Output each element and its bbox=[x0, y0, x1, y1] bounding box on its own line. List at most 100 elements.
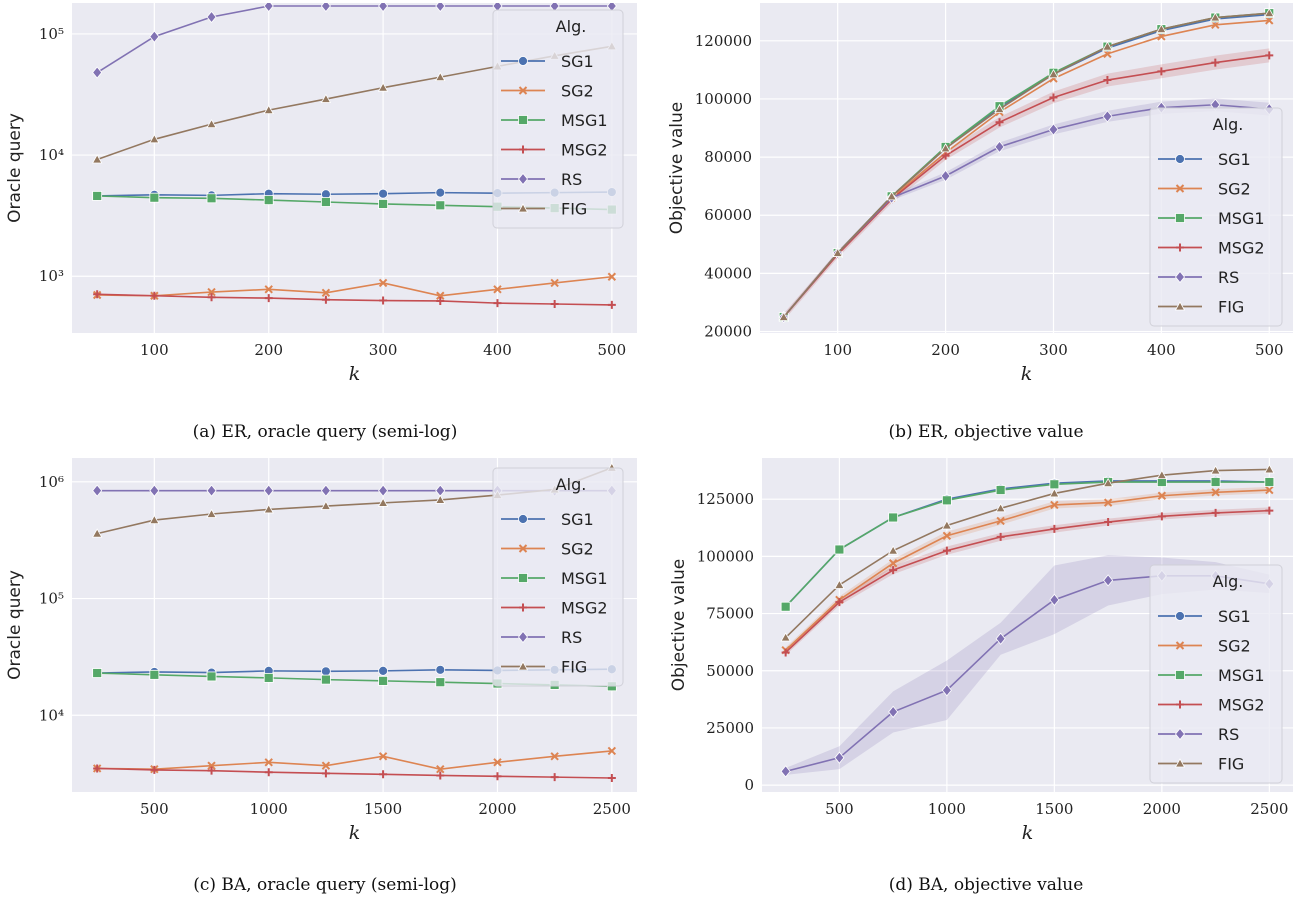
series-group bbox=[778, 7, 1275, 324]
data-point-fig bbox=[780, 632, 791, 642]
data-point-rs bbox=[378, 484, 389, 497]
data-point-msg1 bbox=[995, 485, 1006, 495]
data-point-fig bbox=[1210, 12, 1221, 22]
data-point-sg1 bbox=[435, 664, 446, 675]
data-point-msg2 bbox=[1049, 93, 1058, 102]
data-point-fig bbox=[886, 191, 897, 201]
plot-area-d: 500 1000 1500 2000 2500025000500007500010000… bbox=[669, 458, 1293, 844]
x-tick-label: 100 bbox=[823, 341, 852, 359]
legend: Alg. SG1 SG2 MSG1 MSG2 RS FIG bbox=[492, 9, 624, 229]
legend-marker-fig bbox=[517, 661, 529, 671]
legend-label: SG2 bbox=[1218, 180, 1251, 199]
x-tick-label: 1000 bbox=[250, 800, 288, 818]
data-point-fig bbox=[1048, 68, 1059, 79]
plot-area-c: 500 1000 1500 2000 2500 10⁴ 10⁵ 10⁶ k Oracle quer… bbox=[5, 458, 637, 844]
legend-marker-fig bbox=[1174, 301, 1186, 311]
data-point-msg2 bbox=[379, 296, 388, 305]
y-tick-label: 10⁶ bbox=[39, 473, 64, 491]
data-point-rs bbox=[206, 484, 217, 497]
legend-item-fig: FIG bbox=[1158, 298, 1244, 317]
plot-area-a: 100 200 300 400 500 10³ 10⁴ 10⁵ k Oracle query Alg… bbox=[5, 3, 637, 385]
legend-marker-msg1 bbox=[518, 115, 528, 125]
data-point-msg1 bbox=[92, 191, 103, 201]
data-point-msg2 bbox=[607, 300, 616, 309]
x-tick-label: 500 bbox=[825, 800, 854, 818]
data-point-sg2 bbox=[321, 761, 331, 770]
data-point-rs bbox=[995, 632, 1006, 645]
y-tick-label: 0 bbox=[744, 776, 754, 794]
data-point-msg1 bbox=[834, 544, 845, 555]
legend-marker-rs bbox=[1174, 727, 1186, 741]
data-point-sg2 bbox=[1157, 491, 1167, 500]
data-point-msg2 bbox=[150, 291, 159, 300]
data-point-msg2 bbox=[1265, 506, 1274, 515]
y-axis-title: Oracle query bbox=[5, 570, 25, 680]
x-tick-label: 400 bbox=[1147, 341, 1176, 359]
data-point-msg2 bbox=[93, 290, 102, 299]
panel-d-ba-objective-value: 500 1000 1500 2000 2500025000500007500010000… bbox=[669, 458, 1293, 895]
y-axis-title: Objective value bbox=[669, 559, 689, 691]
caption-a: (a) ER, oracle query (semi-log) bbox=[193, 422, 458, 442]
legend-item-fig: FIG bbox=[1158, 755, 1244, 774]
x-tick-label: 2500 bbox=[1250, 800, 1288, 818]
data-point-sg2 bbox=[1050, 500, 1059, 510]
y-axis-title: Oracle query bbox=[5, 113, 25, 223]
data-point-rs bbox=[1102, 110, 1113, 123]
legend-label: MSG2 bbox=[1218, 239, 1265, 258]
legend-label: FIG bbox=[1218, 298, 1244, 317]
data-point-msg2 bbox=[264, 294, 273, 303]
data-point-sg2 bbox=[1265, 16, 1274, 25]
data-point-fig bbox=[887, 545, 899, 555]
legend-label: RS bbox=[1218, 725, 1239, 744]
legend-item-sg1: SG1 bbox=[1158, 150, 1251, 169]
data-point-sg2 bbox=[550, 752, 559, 761]
legend-item-msg1: MSG1 bbox=[1158, 666, 1265, 685]
legend-marker-sg1 bbox=[1175, 611, 1185, 621]
data-point-msg1 bbox=[321, 674, 331, 685]
data-point-msg2 bbox=[264, 768, 273, 777]
data-point-rs bbox=[940, 169, 951, 183]
legend-item-sg1: SG1 bbox=[1158, 607, 1251, 626]
legend-marker-msg1 bbox=[518, 573, 528, 583]
data-point-sg2 bbox=[942, 531, 952, 540]
caption-d: (d) BA, objective value bbox=[889, 875, 1084, 895]
x-tick-label: 500 bbox=[598, 341, 627, 359]
x-tick-label: 500 bbox=[140, 800, 169, 818]
x-tick-label: 2000 bbox=[478, 800, 516, 818]
y-tick-label: 10⁵ bbox=[39, 590, 64, 608]
data-point-rs bbox=[263, 484, 274, 497]
data-point-msg1 bbox=[1264, 477, 1275, 487]
data-point-sg2 bbox=[607, 272, 617, 281]
panel-c-ba-oracle-query: 500 1000 1500 2000 2500 10⁴ 10⁵ 10⁶ k Oracle quer… bbox=[5, 458, 637, 895]
legend-marker-fig bbox=[517, 203, 529, 213]
data-point-fig bbox=[778, 311, 789, 321]
data-point-fig bbox=[1156, 469, 1168, 480]
data-point-rs bbox=[149, 484, 160, 497]
data-point-msg2 bbox=[550, 773, 559, 782]
legend-label: MSG1 bbox=[1218, 209, 1265, 228]
data-point-msg2 bbox=[321, 769, 330, 778]
data-point-fig bbox=[1264, 464, 1275, 474]
data-point-sg2 bbox=[607, 746, 617, 756]
legend-label: SG2 bbox=[561, 540, 594, 559]
confidence-band-rs bbox=[785, 555, 1270, 775]
data-point-msg1 bbox=[435, 677, 446, 688]
data-point-msg2 bbox=[889, 566, 898, 575]
data-point-msg1 bbox=[263, 672, 274, 683]
data-point-sg2 bbox=[436, 764, 445, 774]
data-point-fig bbox=[1156, 23, 1167, 34]
data-point-sg2 bbox=[493, 758, 502, 767]
legend-marker-msg1 bbox=[1175, 213, 1185, 223]
legend-label: MSG1 bbox=[1218, 666, 1265, 685]
y-tick-label: 100000 bbox=[697, 547, 754, 565]
data-point-fig bbox=[206, 508, 217, 518]
data-point-sg2 bbox=[264, 285, 273, 294]
series-line-msg2 bbox=[785, 509, 1270, 654]
data-point-msg1 bbox=[206, 671, 217, 682]
panel-a-er-oracle-query: 100 200 300 400 500 10³ 10⁴ 10⁵ k Oracle query Alg… bbox=[5, 3, 637, 442]
legend-item-rs: RS bbox=[1158, 725, 1239, 744]
legend-label: SG2 bbox=[561, 82, 594, 101]
y-tick-label: 125000 bbox=[697, 490, 754, 508]
data-point-msg1 bbox=[321, 197, 331, 207]
legend-item-rs: RS bbox=[501, 628, 582, 647]
